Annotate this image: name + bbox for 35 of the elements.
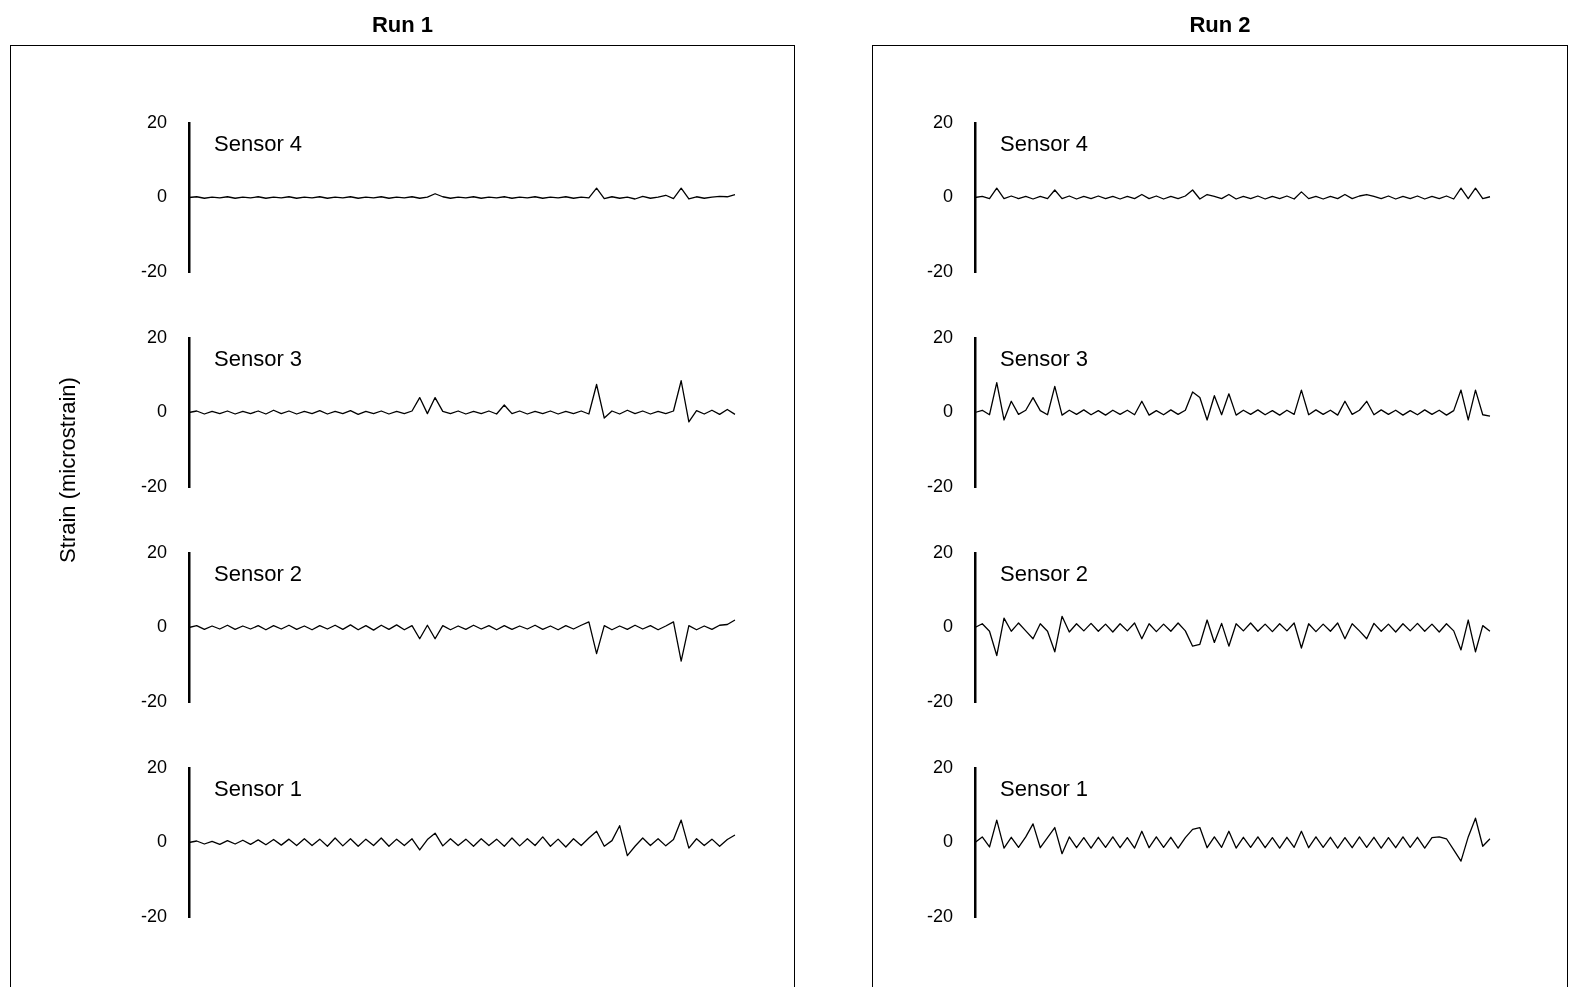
annotation: Sensor 3: [214, 345, 303, 371]
y-tick-label: 20: [146, 111, 167, 132]
annotation: Sensor 1: [214, 775, 303, 801]
y-tick-label: 20: [932, 756, 953, 777]
y-tick-label: 0: [156, 831, 167, 852]
y-tick-label: -20: [140, 476, 167, 497]
annotation: Sensor 1: [1000, 775, 1089, 801]
annotation: Sensor 2: [214, 560, 303, 586]
y-tick-label: 0: [156, 616, 167, 637]
y-tick-label: 0: [942, 401, 953, 422]
y-tick-label: 20: [932, 111, 953, 132]
annotation: Sensor 4: [214, 130, 303, 156]
y-tick-label: -20: [926, 261, 953, 282]
annotation: Sensor 3: [1000, 345, 1089, 371]
y-tick-label: 0: [942, 616, 953, 637]
y-tick-label: 20: [932, 326, 953, 347]
y-tick-label: -20: [926, 476, 953, 497]
y-tick-label: 20: [146, 326, 167, 347]
y-axis-title: Strain (microstrain): [55, 376, 81, 565]
annotation: Sensor 2: [1000, 560, 1089, 586]
y-tick-label: -20: [140, 906, 167, 927]
y-tick-label: -20: [926, 906, 953, 927]
y-tick-label: 20: [146, 756, 167, 777]
y-tick-label: -20: [140, 691, 167, 712]
y-tick-label: -20: [926, 691, 953, 712]
chart-title: Run 2: [1188, 12, 1252, 38]
y-tick-label: 0: [942, 831, 953, 852]
y-tick-label: 0: [156, 401, 167, 422]
y-tick-label: 0: [942, 186, 953, 207]
y-tick-label: 0: [156, 186, 167, 207]
chart-title: Run 1: [370, 12, 435, 38]
y-tick-label: -20: [140, 261, 167, 282]
y-tick-label: 20: [146, 541, 167, 562]
y-tick-label: 20: [932, 541, 953, 562]
annotation: Sensor 4: [1000, 130, 1089, 156]
